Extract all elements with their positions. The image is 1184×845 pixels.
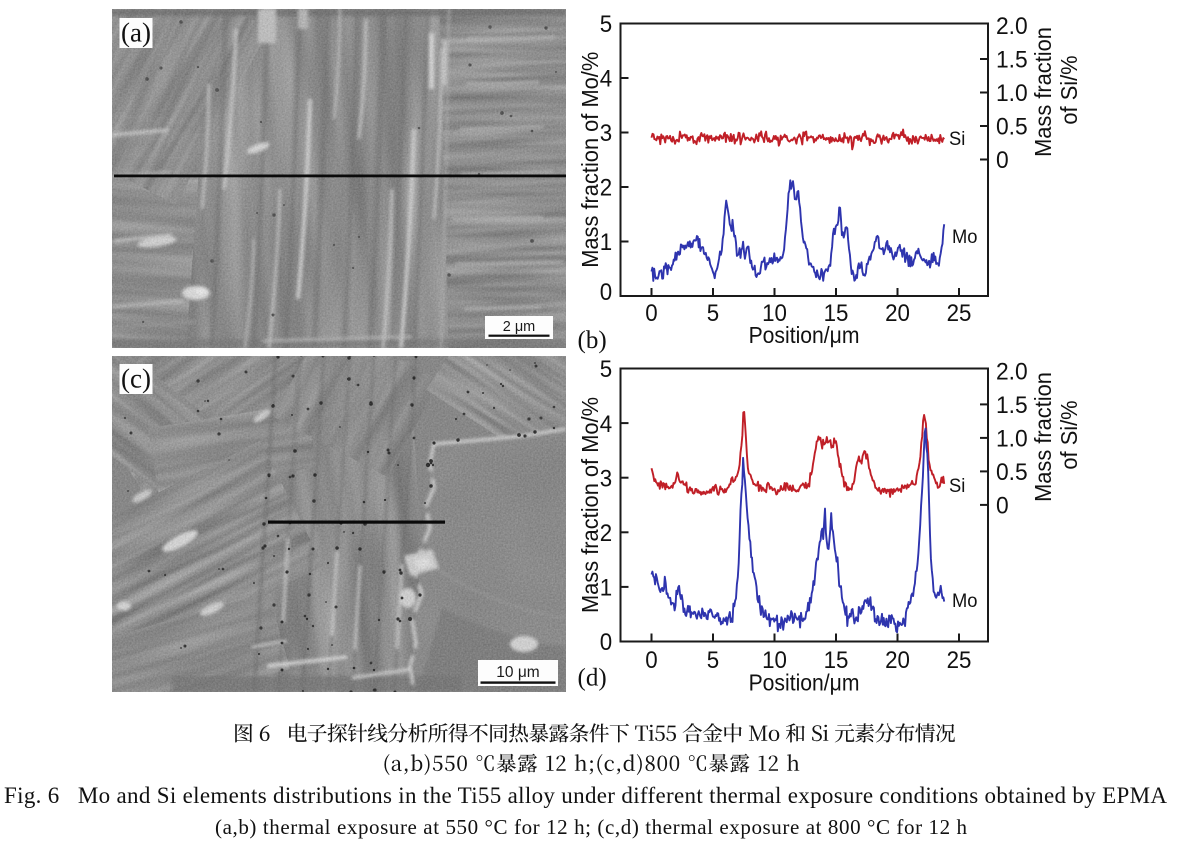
svg-text:(b): (b) — [578, 327, 607, 354]
svg-text:Mass fraction: Mass fraction — [1030, 372, 1056, 502]
svg-text:5: 5 — [600, 10, 612, 37]
svg-text:0: 0 — [996, 492, 1009, 519]
svg-text:1: 1 — [600, 574, 612, 601]
svg-text:2: 2 — [600, 174, 612, 201]
svg-text:0.5: 0.5 — [996, 113, 1028, 140]
svg-text:10: 10 — [762, 299, 787, 326]
svg-text:2.0: 2.0 — [996, 13, 1028, 40]
svg-text:15: 15 — [824, 646, 849, 673]
svg-text:5: 5 — [707, 299, 719, 326]
svg-text:0: 0 — [645, 299, 657, 326]
svg-text:Position/μm: Position/μm — [749, 670, 860, 696]
svg-text:4: 4 — [600, 410, 613, 437]
svg-text:Mass fraction: Mass fraction — [1030, 27, 1056, 157]
svg-text:3: 3 — [600, 119, 612, 146]
svg-text:(d): (d) — [578, 665, 607, 692]
svg-text:Fig. 6 Mo and Si elements di: Fig. 6 Mo and Si elements distributions … — [4, 783, 1167, 808]
svg-text:0: 0 — [600, 628, 612, 655]
svg-text:Mass fraction of Mo/%: Mass fraction of Mo/% — [577, 397, 603, 613]
svg-text:Si: Si — [949, 476, 965, 498]
svg-text:5: 5 — [707, 646, 719, 673]
svg-text:20: 20 — [885, 299, 910, 326]
svg-text:10 μm: 10 μm — [496, 664, 539, 681]
svg-text:(c): (c) — [121, 364, 151, 394]
svg-text:0: 0 — [645, 646, 657, 673]
svg-text:2: 2 — [600, 519, 612, 546]
svg-text:3: 3 — [600, 465, 612, 492]
svg-text:0: 0 — [600, 278, 612, 305]
svg-text:25: 25 — [947, 299, 972, 326]
svg-text:20: 20 — [885, 646, 910, 673]
svg-text:(a): (a) — [121, 18, 151, 48]
svg-text:of Si/%: of Si/% — [1056, 400, 1082, 469]
svg-text:of Si/%: of Si/% — [1056, 55, 1082, 124]
svg-text:0: 0 — [996, 147, 1009, 174]
svg-text:1.5: 1.5 — [996, 392, 1028, 419]
svg-text:15: 15 — [824, 299, 849, 326]
svg-text:Mass fraction of Mo/%: Mass fraction of Mo/% — [577, 52, 603, 268]
svg-text:2 μm: 2 μm — [503, 319, 536, 335]
svg-text:(a,b) thermal exposure at 550: (a,b) thermal exposure at 550 °C for 12 … — [215, 815, 968, 839]
svg-text:2.0: 2.0 — [996, 358, 1028, 385]
svg-text:Position/μm: Position/μm — [749, 322, 860, 348]
svg-text:1.0: 1.0 — [996, 425, 1028, 452]
svg-text:10: 10 — [762, 646, 787, 673]
svg-text:1.5: 1.5 — [996, 46, 1028, 73]
svg-text:4: 4 — [600, 65, 613, 92]
svg-text:Mo: Mo — [952, 591, 977, 613]
svg-text:25: 25 — [947, 646, 972, 673]
svg-text:Si: Si — [949, 129, 965, 151]
svg-text:0.5: 0.5 — [996, 459, 1028, 486]
svg-text:1.0: 1.0 — [996, 80, 1028, 107]
svg-text:Mo: Mo — [952, 227, 977, 249]
svg-text:5: 5 — [600, 355, 612, 382]
svg-text:1: 1 — [600, 228, 612, 255]
